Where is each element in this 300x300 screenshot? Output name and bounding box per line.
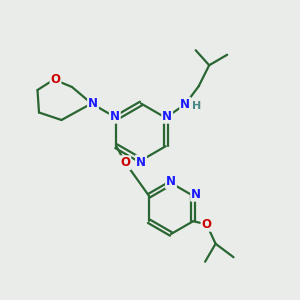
Text: H: H — [192, 101, 201, 111]
Text: N: N — [110, 110, 120, 123]
Text: N: N — [191, 188, 201, 201]
Text: N: N — [166, 175, 176, 188]
Text: O: O — [120, 156, 130, 169]
Text: N: N — [180, 98, 190, 111]
Text: O: O — [202, 218, 212, 231]
Text: O: O — [50, 73, 61, 86]
Text: N: N — [162, 110, 172, 123]
Text: N: N — [88, 97, 98, 110]
Text: N: N — [136, 155, 146, 169]
